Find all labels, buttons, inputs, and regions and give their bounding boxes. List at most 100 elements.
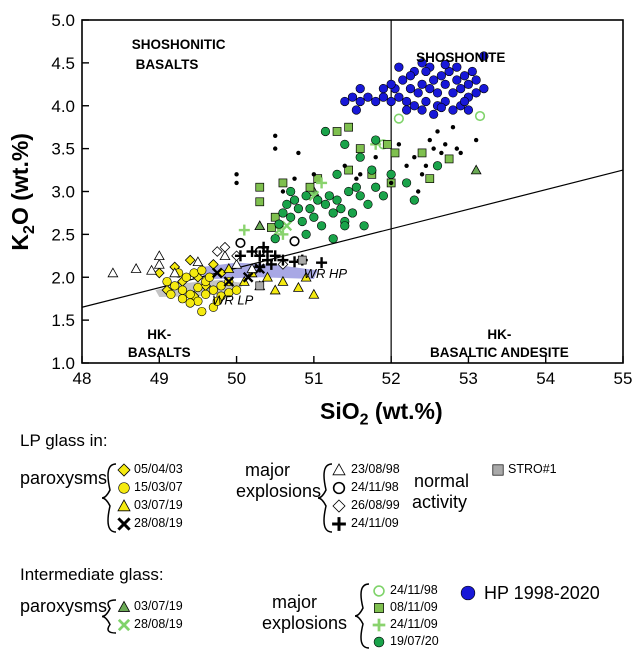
data-point: [470, 164, 482, 175]
x-tick-label: 54: [536, 369, 555, 388]
x-tick-label: 52: [382, 369, 401, 388]
data-point: [277, 254, 289, 266]
data-point: [421, 66, 431, 77]
data-point: [354, 176, 359, 181]
data-point: [436, 71, 446, 81]
data-point: [170, 281, 180, 291]
data-point: [235, 237, 246, 249]
series-8: [255, 255, 307, 291]
legend-lp-parox-2: 03/07/19: [134, 498, 183, 512]
legend-marker-int-parox: [117, 618, 131, 632]
data-point: [440, 79, 450, 89]
data-point: [336, 204, 346, 214]
legend-lp-parox-0: 05/04/03: [134, 462, 183, 476]
y-axis-label-subscript: 2: [20, 225, 38, 234]
data-point: [242, 271, 254, 283]
data-point: [297, 216, 307, 227]
data-point: [471, 88, 481, 98]
data-point: [255, 281, 265, 291]
data-point: [355, 144, 365, 153]
legend-lp-parox-3: 28/08/19: [134, 516, 183, 530]
data-point: [347, 208, 358, 218]
y-tick-label: 3.0: [51, 183, 75, 202]
data-point: [185, 298, 195, 308]
data-point: [409, 195, 419, 205]
data-point: [458, 150, 463, 156]
data-point: [223, 276, 235, 287]
data-point: [386, 169, 396, 179]
data-point: [393, 113, 404, 124]
data-point: [277, 228, 289, 240]
data-point: [320, 199, 331, 209]
data-point: [267, 223, 276, 232]
data-point: [367, 165, 377, 175]
data-point: [177, 285, 188, 295]
data-point: [219, 250, 231, 261]
data-point: [435, 129, 440, 134]
data-point: [130, 263, 142, 273]
data-point: [417, 105, 427, 115]
data-point: [448, 105, 458, 115]
data-point: [429, 109, 439, 119]
data-point: [211, 246, 223, 257]
field-annotation: WR HP: [304, 266, 348, 281]
data-point: [474, 110, 486, 122]
data-point: [234, 172, 239, 177]
data-point: [274, 219, 284, 229]
data-point: [246, 246, 258, 258]
y-axis-title: K2O (wt.%): [7, 107, 39, 277]
legend-lp-major-2: 26/08/99: [351, 498, 400, 512]
data-point: [471, 75, 481, 85]
data-point: [234, 180, 239, 186]
legend-lp-major-1: 24/11/98: [351, 480, 399, 494]
data-point: [197, 265, 207, 275]
data-point: [421, 96, 431, 107]
data-point: [351, 182, 361, 192]
data-point: [417, 79, 427, 89]
legend-int-major: major: [272, 592, 318, 612]
data-point: [278, 178, 288, 188]
data-point: [390, 148, 400, 158]
data-point: [358, 172, 363, 177]
data-point: [223, 263, 235, 273]
data-point: [402, 105, 412, 115]
data-point: [344, 165, 353, 175]
data-point: [153, 258, 165, 269]
data-point: [452, 62, 462, 72]
data-point: [296, 150, 301, 156]
data-point: [255, 197, 265, 207]
data-point: [340, 96, 350, 107]
series-12: [255, 122, 454, 232]
y-tick-label: 1.5: [51, 311, 75, 330]
data-point: [417, 58, 427, 68]
data-point: [340, 139, 350, 149]
data-point: [269, 250, 281, 262]
data-point: [292, 281, 304, 292]
data-point: [386, 79, 396, 89]
data-point: [378, 191, 389, 201]
legend-marker-lp-parox: [118, 482, 130, 494]
data-point: [467, 66, 477, 77]
data-point: [382, 139, 392, 149]
series-4: [107, 250, 258, 278]
data-point: [423, 163, 429, 168]
data-point: [316, 177, 328, 189]
legend-int-major-3: 19/07/20: [390, 634, 439, 648]
legend-int-major-2: 24/11/09: [390, 617, 438, 631]
data-point: [254, 250, 266, 262]
legend-lp-major-3: 24/11/09: [351, 516, 399, 530]
data-point: [181, 272, 191, 282]
data-point: [452, 75, 462, 85]
data-point: [473, 137, 479, 143]
field-annotation: WR LP: [212, 293, 254, 308]
field-label: HK-: [147, 327, 171, 342]
data-point: [378, 83, 389, 94]
data-point: [277, 275, 289, 286]
data-point: [255, 182, 265, 192]
data-point: [417, 148, 427, 158]
data-point: [448, 88, 458, 98]
data-point: [269, 284, 281, 295]
data-point: [280, 189, 286, 194]
data-point: [184, 254, 196, 266]
data-point: [404, 163, 409, 168]
